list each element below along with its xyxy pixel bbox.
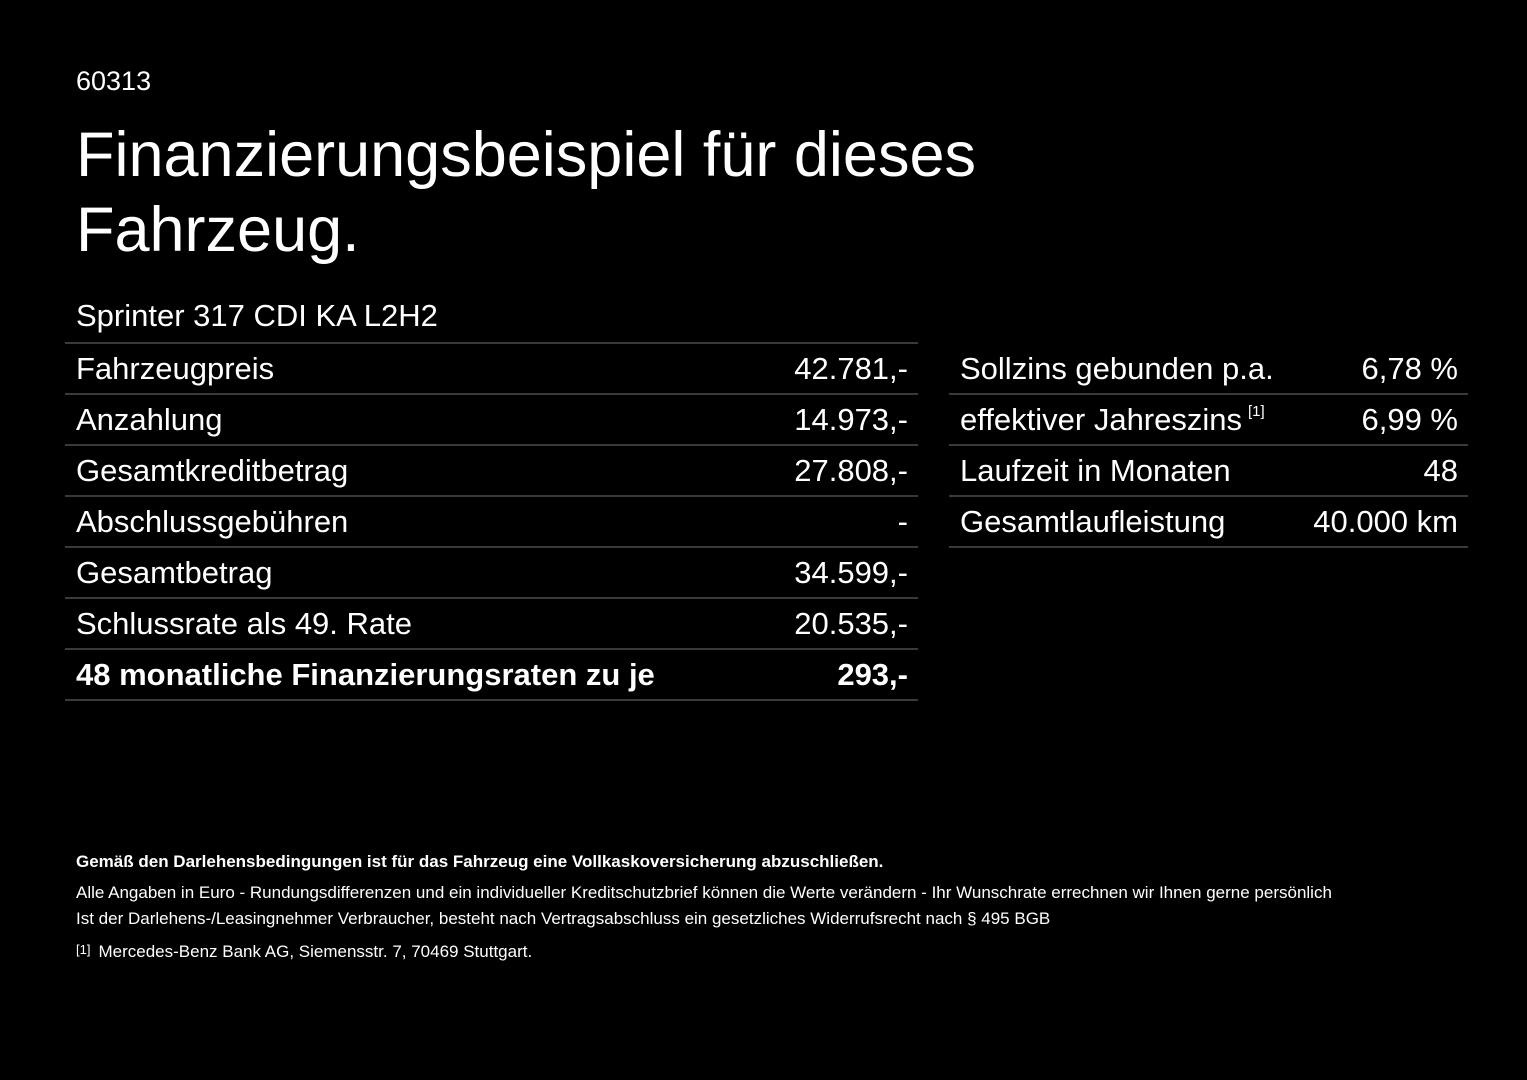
table-row: 48 monatliche Finanzierungsraten zu je 29… <box>65 650 918 701</box>
footer-line: Ist der Darlehens-/Leasingnehmer Verbrau… <box>76 909 1051 928</box>
row-value: 14.973,- <box>794 401 908 437</box>
row-value: 27.808,- <box>794 452 908 488</box>
row-label: Gesamtkreditbetrag <box>76 453 348 489</box>
row-value: 6,78 % <box>1361 350 1458 386</box>
label-text: Gesamtkreditbetrag <box>76 452 349 488</box>
table-row: Gesamtbetrag 34.599,- <box>65 548 918 599</box>
label-text: 48 monatliche Finanzierungsraten zu je <box>76 656 655 692</box>
row-label: 48 monatliche Finanzierungsraten zu je <box>76 657 655 693</box>
row-label: Gesamtlaufleistung <box>960 504 1225 540</box>
label-text: Laufzeit in Monaten <box>960 452 1231 488</box>
label-text: Anzahlung <box>76 401 223 437</box>
row-value: 6,99 % <box>1361 401 1458 437</box>
row-value: - <box>897 503 908 539</box>
row-label: effektiver Jahreszins [1] <box>960 402 1265 438</box>
label-text: Sollzins gebunden p.a. <box>960 350 1274 386</box>
label-text: Gesamtbetrag <box>76 554 273 590</box>
table-row: effektiver Jahreszins [1] 6,99 % <box>949 395 1468 446</box>
label-text: Schlussrate als 49. Rate <box>76 605 413 641</box>
table-row: Abschlussgebühren - <box>65 497 918 548</box>
row-value: 34.599,- <box>794 554 908 590</box>
row-label: Anzahlung <box>76 402 223 438</box>
row-label: Gesamtbetrag <box>76 555 272 591</box>
row-label: Laufzeit in Monaten <box>960 453 1231 489</box>
row-value: 293,- <box>837 656 908 692</box>
row-label: Fahrzeugpreis <box>76 351 274 387</box>
label-text: Fahrzeugpreis <box>76 350 275 386</box>
title: Finanzierungsbeispiel für dieses Fahrzeu… <box>76 120 976 265</box>
notice: Gemäß den Darlehensbedingungen ist für d… <box>76 852 884 871</box>
footnote-text: Mercedes-Benz Bank AG, Siemensstr. 7, 70… <box>98 942 533 961</box>
footnote: [1] Mercedes-Benz Bank AG, Siemensstr. 7,… <box>76 942 1476 962</box>
footer-line: Alle Angaben in Euro - Rundungsdifferenz… <box>76 883 1332 902</box>
footnote-marker: [1] <box>76 942 91 957</box>
table-row: Fahrzeugpreis 42.781,- <box>65 344 918 395</box>
left-table: Fahrzeugpreis 42.781,- Anzahlung 14.973,- Ge… <box>65 342 918 701</box>
zip: 60313 <box>76 66 152 96</box>
table-row: Sollzins gebunden p.a. 6,78 % <box>949 344 1468 395</box>
row-value: 20.535,- <box>794 605 908 641</box>
right-table: Sollzins gebunden p.a. 6,78 % effektiver J… <box>949 344 1468 548</box>
row-value: 40.000 km <box>1313 503 1458 539</box>
row-value: 42.781,- <box>794 350 908 386</box>
table-row: Anzahlung 14.973,- <box>65 395 918 446</box>
row-label: Abschlussgebühren <box>76 504 348 540</box>
footnote-ref: [1] <box>1248 402 1265 420</box>
table-row: Laufzeit in Monaten 48 <box>949 446 1468 497</box>
table-row: Gesamtlaufleistung 40.000 km <box>949 497 1468 548</box>
label-text: effektiver Jahreszins <box>960 401 1242 437</box>
row-value: 48 <box>1423 452 1458 488</box>
footer: Gemäß den Darlehensbedingungen ist für d… <box>76 852 1476 962</box>
model: Sprinter 317 CDI KA L2H2 <box>76 298 438 333</box>
table-row: Gesamtkreditbetrag 27.808,- <box>65 446 918 497</box>
row-label: Sollzins gebunden p.a. <box>960 351 1274 387</box>
row-label: Schlussrate als 49. Rate <box>76 606 412 642</box>
label-text: Gesamtlaufleistung <box>960 503 1226 539</box>
table-row: Schlussrate als 49. Rate 20.535,- <box>65 599 918 650</box>
label-text: Abschlussgebühren <box>76 503 349 539</box>
